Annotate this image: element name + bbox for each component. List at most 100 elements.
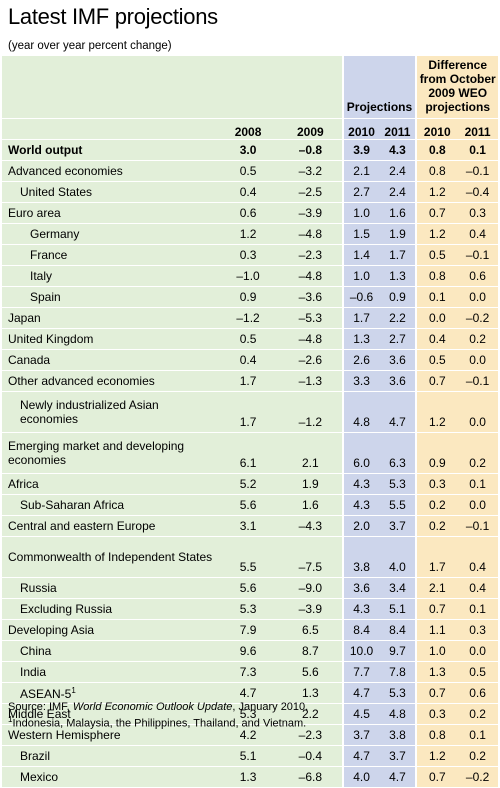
table-cell: 1.6 xyxy=(279,494,343,516)
table-cell: –6.8 xyxy=(279,766,343,788)
table-cell: 3.9 xyxy=(341,139,380,161)
table-row: France 0.3 –2.3 1.4 1.7 0.5 –0.1 xyxy=(2,244,498,266)
table-cell: 0.3 xyxy=(415,473,458,495)
table-cell: –1.3 xyxy=(279,370,343,392)
table-cell: 0.2 xyxy=(457,745,498,767)
row-label: Mexico xyxy=(2,766,217,788)
row-label-text: United Kingdom xyxy=(8,332,94,346)
table-cell: 5.6 xyxy=(216,494,280,516)
table-row: Mexico 1.3 –6.8 4.0 4.7 0.7 –0.2 xyxy=(2,766,498,788)
table-cell: 3.7 xyxy=(341,724,380,746)
row-label: Japan xyxy=(2,307,217,329)
table-cell: 0.8 xyxy=(415,139,458,161)
table-cell: 0.5 xyxy=(216,160,280,182)
table-cell: –2.6 xyxy=(279,349,343,371)
table-cell: 6.1 xyxy=(216,432,280,474)
table-cell: 1.7 xyxy=(415,536,458,578)
footnote: 1Indonesia, Malaysia, the Philippines, T… xyxy=(8,715,306,730)
table-cell: 2.6 xyxy=(341,349,380,371)
table-cell: 5.3 xyxy=(216,703,280,725)
table-cell: 0.9 xyxy=(379,286,417,308)
table-cell: 0.5 xyxy=(415,349,458,371)
projections-table: Projections Difference from October 2009… xyxy=(2,56,498,788)
table-cell: 7.8 xyxy=(379,661,417,683)
table-cell: 3.6 xyxy=(379,349,417,371)
table-cell: 1.7 xyxy=(216,370,280,392)
table-cell: 2.2 xyxy=(379,307,417,329)
table-row: Spain 0.9 –3.6 –0.6 0.9 0.1 0.0 xyxy=(2,286,498,308)
row-label-text: ASEAN-5 xyxy=(20,686,72,701)
table-cell: 0.5 xyxy=(415,244,458,266)
table-row: Euro area 0.6 –3.9 1.0 1.6 0.7 0.3 xyxy=(2,202,498,224)
table-cell: 0.4 xyxy=(216,181,280,203)
page-title: Latest IMF projections xyxy=(8,4,218,29)
table-row: China 9.6 8.7 10.0 9.7 1.0 0.0 xyxy=(2,640,498,662)
table-cell: –0.8 xyxy=(279,139,343,161)
row-label: Africa xyxy=(2,473,217,495)
table-row: Italy –1.0 –4.8 1.0 1.3 0.8 0.6 xyxy=(2,265,498,287)
table-cell: –4.8 xyxy=(279,328,343,350)
table-cell: 1.0 xyxy=(341,265,380,287)
table-cell: 0.1 xyxy=(457,724,498,746)
table-row: Newly industrialized Asian economies 1.7–… xyxy=(2,391,498,433)
header-row-groups: Projections Difference from October 2009… xyxy=(2,56,498,119)
table-cell: 0.4 xyxy=(415,328,458,350)
table-cell: 1.2 xyxy=(415,181,458,203)
row-label-text: Newly industrialized Asian economies xyxy=(20,398,159,426)
row-label-text: Mexico xyxy=(20,770,59,784)
table-row: Japan –1.2 –5.3 1.7 2.2 0.0 –0.2 xyxy=(2,307,498,329)
table-cell: 1.7 xyxy=(216,391,280,433)
table-cell: 0.3 xyxy=(415,703,458,725)
table-cell: –0.4 xyxy=(279,745,343,767)
table-cell: 0.2 xyxy=(415,515,458,537)
table-cell: 5.1 xyxy=(379,598,417,620)
table-cell: 0.3 xyxy=(457,619,498,641)
projections-header: Projections xyxy=(341,56,417,119)
row-label: Canada xyxy=(2,349,217,371)
row-label-text: Emerging market and developing economies xyxy=(8,439,185,467)
row-label: Italy xyxy=(2,265,217,287)
table-cell: 0.0 xyxy=(457,640,498,662)
table-cell: 2.1 xyxy=(415,577,458,599)
table-cell: 0.2 xyxy=(415,494,458,516)
table-cell: –0.4 xyxy=(457,181,498,203)
table-cell: 4.3 xyxy=(341,473,380,495)
table-cell: 8.4 xyxy=(341,619,380,641)
table-cell: –0.2 xyxy=(457,766,498,788)
table-row: Emerging market and developing economies… xyxy=(2,432,498,474)
row-label: Sub-Saharan Africa xyxy=(2,494,217,516)
table-row: Canada 0.4 –2.6 2.6 3.6 0.5 0.0 xyxy=(2,349,498,371)
table-cell: 0.9 xyxy=(216,286,280,308)
row-label-text: Russia xyxy=(20,581,57,595)
row-label: Euro area xyxy=(2,202,217,224)
row-label: Commonwealth of Independent States xyxy=(2,536,217,578)
table-cell: 6.5 xyxy=(279,619,343,641)
row-label-text: Italy xyxy=(30,269,53,283)
year-2011-diff: 2011 xyxy=(457,118,498,140)
table-row: Central and eastern Europe 3.1 –4.3 2.0 3.7 0… xyxy=(2,515,498,537)
table-cell: 5.2 xyxy=(216,473,280,495)
table-cell: 0.0 xyxy=(457,391,498,433)
table-cell: 1.1 xyxy=(415,619,458,641)
table-cell: 3.7 xyxy=(379,745,417,767)
table-cell: 0.8 xyxy=(415,265,458,287)
source-prefix: Source: IMF, xyxy=(8,701,70,713)
year-2008: 2008 xyxy=(216,118,280,140)
row-label: Other advanced economies xyxy=(2,370,217,392)
table-cell: 4.8 xyxy=(341,391,380,433)
table-cell: 4.8 xyxy=(379,703,417,725)
table-cell: 0.7 xyxy=(415,682,458,704)
table-cell: 2.1 xyxy=(341,160,380,182)
difference-header: Difference from October 2009 WEO project… xyxy=(415,56,498,119)
table-cell: 1.3 xyxy=(415,661,458,683)
table-cell: 1.4 xyxy=(341,244,380,266)
table-cell: 1.2 xyxy=(415,745,458,767)
table-cell: 0.4 xyxy=(457,536,498,578)
table-cell: 2.7 xyxy=(341,181,380,203)
table-cell: 7.3 xyxy=(216,661,280,683)
table-cell: 0.7 xyxy=(415,370,458,392)
table-cell: 4.7 xyxy=(341,745,380,767)
table-cell: 4.0 xyxy=(341,766,380,788)
table-cell: 0.2 xyxy=(457,703,498,725)
row-label-text: Middle East xyxy=(8,707,71,721)
